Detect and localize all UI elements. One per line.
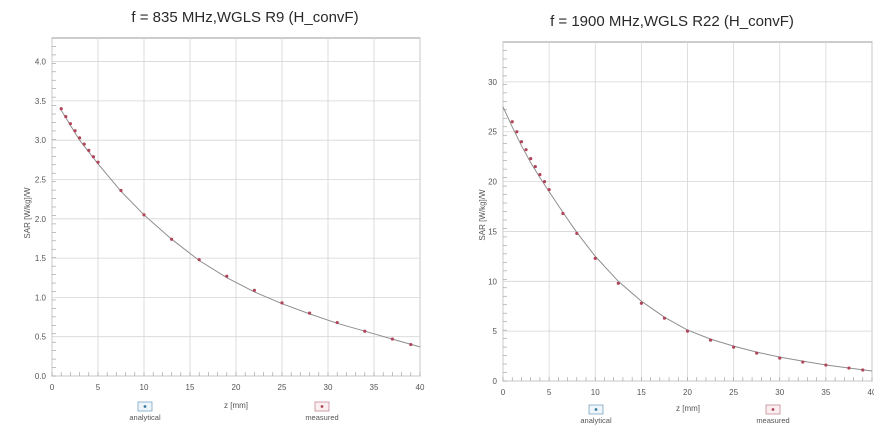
- legend-marker-analytical: [594, 408, 598, 411]
- x-tick-label: 15: [637, 388, 646, 397]
- data-point-measured: [308, 311, 312, 315]
- data-point-measured: [335, 320, 339, 325]
- y-tick-label: 2.0: [35, 215, 47, 224]
- data-point-measured: [685, 329, 690, 333]
- x-tick-label: 40: [416, 383, 425, 392]
- y-tick-label: 2.5: [35, 175, 47, 184]
- y-axis-label: SAR [W/kg]/W: [23, 187, 32, 239]
- legend-label-measured: measured: [756, 416, 789, 425]
- data-point-measured: [280, 301, 284, 305]
- data-point-measured: [87, 148, 91, 153]
- data-point-measured: [778, 356, 782, 360]
- x-axis-label: z [mm]: [676, 404, 700, 413]
- x-tick-label: 40: [868, 388, 874, 397]
- data-point-measured: [533, 165, 537, 169]
- y-tick-label: 0.0: [35, 372, 47, 381]
- data-point-measured: [801, 360, 805, 364]
- series-line-analytical: [502, 106, 873, 372]
- data-point-measured: [59, 107, 63, 111]
- y-tick-label: 5: [493, 327, 498, 336]
- data-point-measured: [96, 160, 100, 164]
- data-point-measured: [662, 316, 667, 320]
- data-point-measured: [142, 213, 146, 217]
- data-point-measured: [524, 148, 528, 152]
- x-tick-label: 20: [683, 388, 692, 397]
- legend-marker-analytical: [143, 405, 147, 408]
- legend-label-analytical: analytical: [580, 416, 612, 425]
- data-point-measured: [708, 338, 713, 342]
- data-point-measured: [861, 368, 865, 372]
- y-tick-label: 15: [488, 227, 497, 236]
- data-point-measured: [68, 122, 72, 126]
- data-point-measured: [78, 136, 82, 140]
- data-point-measured: [390, 337, 394, 341]
- data-point-measured: [170, 237, 174, 241]
- data-point-measured: [252, 288, 256, 292]
- chart-1900mhz: f = 1900 MHz,WGLS R22 (H_convF) SAR [W/k…: [478, 13, 874, 425]
- data-point-measured: [119, 188, 123, 193]
- x-tick-label: 25: [278, 383, 287, 392]
- y-tick-label: 0.5: [35, 333, 47, 342]
- y-tick-label: 1.5: [35, 254, 47, 263]
- x-tick-label: 30: [775, 388, 784, 397]
- data-point-measured: [547, 187, 551, 192]
- y-tick-label: 25: [488, 128, 497, 137]
- legend-marker-measured: [771, 408, 775, 411]
- legend-label-analytical: analytical: [129, 413, 161, 422]
- data-point-measured: [542, 179, 547, 184]
- data-point-measured: [529, 157, 533, 161]
- x-tick-label: 10: [591, 388, 600, 397]
- data-point-measured: [515, 130, 519, 134]
- x-tick-label: 5: [96, 383, 101, 392]
- data-point-measured: [755, 351, 759, 355]
- data-point-measured: [82, 142, 86, 146]
- x-tick-label: 15: [186, 383, 195, 392]
- x-tick-label: 0: [50, 383, 55, 392]
- x-tick-label: 25: [729, 388, 738, 397]
- data-point-measured: [639, 301, 643, 305]
- y-tick-label: 0: [493, 377, 498, 386]
- y-tick-label: 20: [488, 178, 497, 187]
- data-point-measured: [64, 115, 68, 119]
- data-point-measured: [409, 342, 413, 347]
- data-point-measured: [197, 258, 201, 262]
- x-tick-label: 35: [370, 383, 379, 392]
- x-axis-label: z [mm]: [224, 401, 248, 410]
- y-tick-label: 3.5: [35, 97, 47, 106]
- legend: analytical measured: [580, 404, 790, 425]
- data-point-measured: [616, 281, 620, 285]
- legend-label-measured: measured: [305, 413, 338, 422]
- x-tick-label: 0: [501, 388, 506, 397]
- x-tick-label: 10: [140, 383, 149, 392]
- chart-title: f = 835 MHz,WGLS R9 (H_convF): [131, 9, 358, 26]
- y-tick-label: 10: [488, 277, 497, 286]
- data-point-measured: [847, 366, 851, 370]
- data-point-measured: [593, 256, 597, 260]
- y-tick-label: 4.0: [35, 58, 47, 67]
- x-tick-label: 30: [324, 383, 333, 392]
- x-tick-label: 35: [821, 388, 830, 397]
- data-point-measured: [73, 129, 77, 133]
- x-tick-label: 5: [547, 388, 552, 397]
- y-tick-label: 3.0: [35, 136, 47, 145]
- data-point-measured: [91, 155, 95, 159]
- data-point-measured: [824, 363, 828, 367]
- y-tick-label: 30: [488, 78, 497, 87]
- data-point-measured: [575, 231, 579, 236]
- data-point-measured: [561, 211, 565, 216]
- x-tick-label: 20: [232, 383, 241, 392]
- data-point-measured: [519, 140, 524, 144]
- data-point-measured: [363, 329, 367, 333]
- legend: analytical measured: [129, 401, 339, 422]
- y-tick-label: 1.0: [35, 293, 47, 302]
- data-point-measured: [510, 120, 514, 124]
- chart-835mhz: f = 835 MHz,WGLS R9 (H_convF) SAR [W/kg]…: [23, 9, 425, 422]
- legend-marker-measured: [320, 405, 324, 408]
- y-axis-label: SAR [W/kg]/W: [478, 189, 487, 241]
- data-point-measured: [538, 173, 542, 177]
- chart-title: f = 1900 MHz,WGLS R22 (H_convF): [550, 13, 794, 30]
- data-point-measured: [225, 274, 229, 278]
- data-point-measured: [732, 345, 736, 349]
